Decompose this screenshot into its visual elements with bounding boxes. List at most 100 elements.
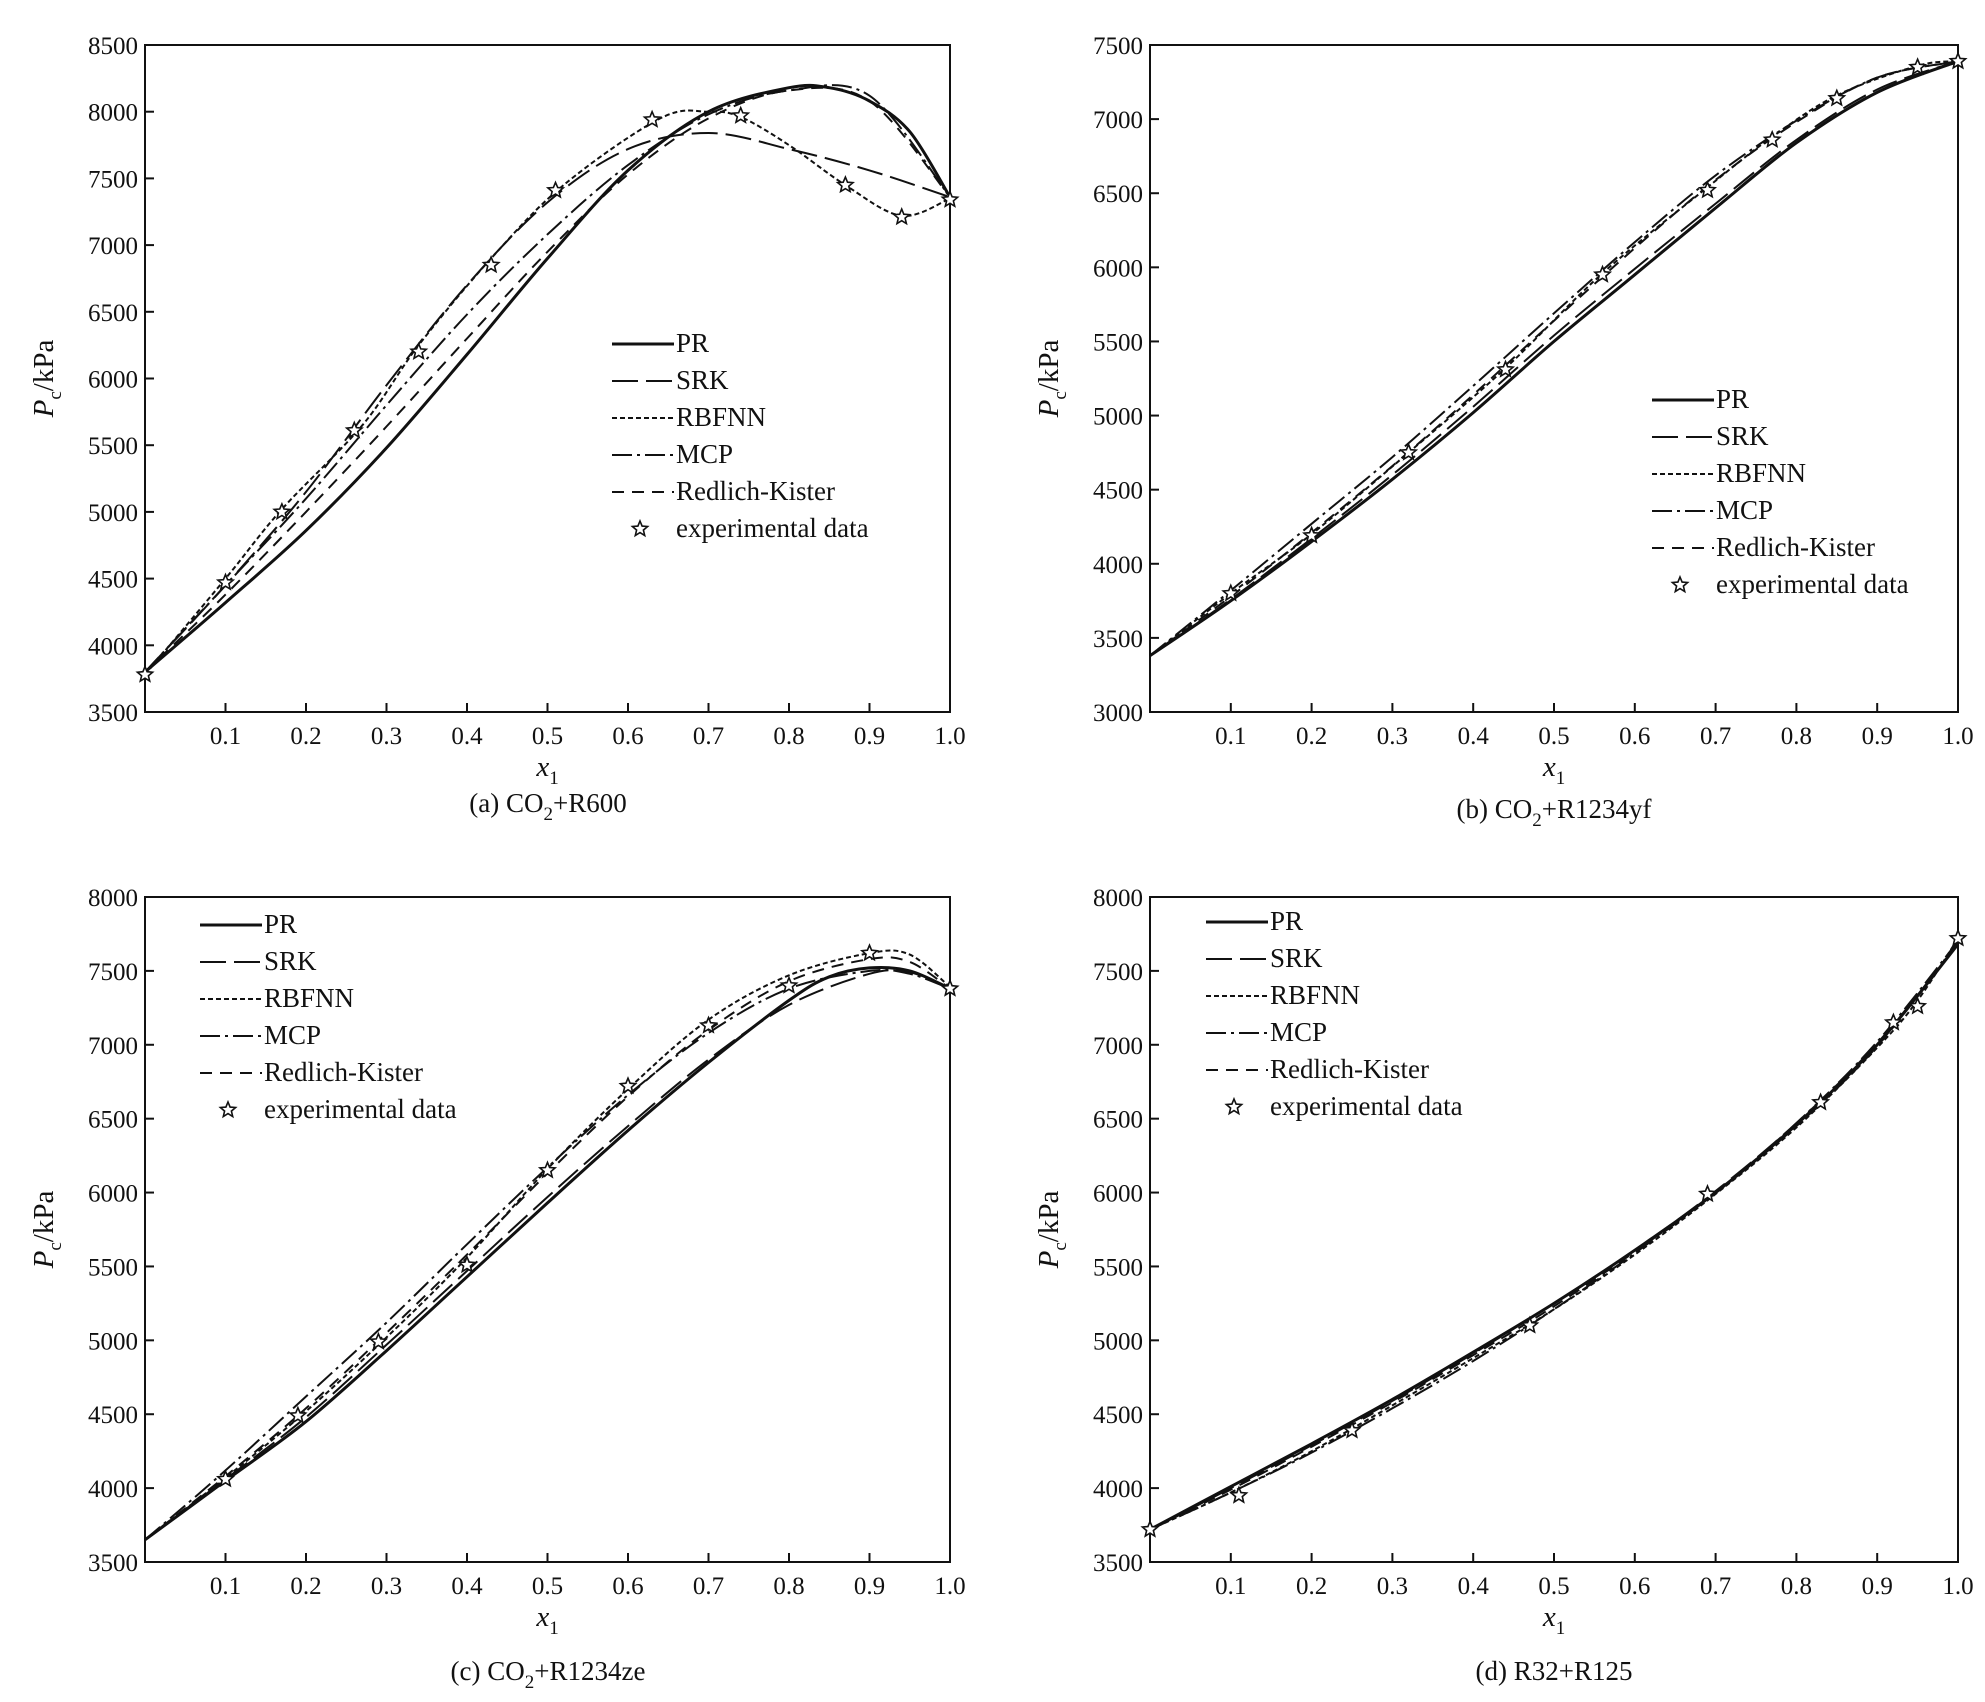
experimental-point <box>215 1469 236 1488</box>
x-tick-label: 0.8 <box>773 723 804 750</box>
experimental-point <box>1229 1485 1249 1504</box>
series-line-mcp <box>1149 60 1959 657</box>
x-axis-label-sub: 1 <box>1556 768 1566 789</box>
series-line-redlich-kister <box>1149 942 1959 1531</box>
y-tick-label: 6500 <box>1093 1107 1143 1134</box>
legend-star-icon <box>630 518 650 538</box>
series-line-srk <box>1149 60 1959 657</box>
experimental-point <box>1908 996 1928 1015</box>
y-tick-label: 7000 <box>1093 107 1143 134</box>
caption-text: (d) R32+R125 <box>1476 1656 1633 1686</box>
series-line-pr <box>144 965 951 1542</box>
y-tick-label: 5500 <box>88 1254 138 1281</box>
x-tick-label: 1.0 <box>1942 723 1973 750</box>
legend-star-icon <box>218 1099 238 1119</box>
experimental-point <box>1140 1519 1160 1538</box>
series-line-pr <box>1149 943 1960 1531</box>
series-line-redlich-kister <box>144 86 951 673</box>
y-tick-label: 5000 <box>88 500 138 527</box>
y-tick-label: 5000 <box>1093 1328 1143 1355</box>
legend-label: MCP <box>264 1020 321 1050</box>
x-axis-label-sub: 1 <box>549 1618 559 1639</box>
legend-label: RBFNN <box>264 983 354 1013</box>
y-axis-label-main: P <box>1033 400 1065 419</box>
experimental-point <box>457 1254 477 1274</box>
legend-label: Redlich-Kister <box>264 1057 423 1087</box>
y-tick-label: 5500 <box>1093 329 1143 356</box>
legend-label: experimental data <box>1270 1091 1463 1121</box>
legend-label: experimental data <box>264 1094 457 1124</box>
y-axis-label: Pc/kPa <box>28 340 66 419</box>
y-tick-label: 7000 <box>88 233 138 260</box>
x-axis-label-main: x <box>1542 1601 1556 1633</box>
y-tick-label: 4500 <box>88 1402 138 1429</box>
x-tick-label: 0.1 <box>1215 1573 1246 1600</box>
y-axis-label-unit: /kPa <box>28 1191 60 1243</box>
x-axis-label: x1 <box>1542 1601 1565 1639</box>
experimental-point <box>1827 88 1847 107</box>
y-axis-label-unit: /kPa <box>1033 1191 1065 1243</box>
x-tick-label: 0.7 <box>693 1573 724 1600</box>
experimental-point <box>1811 1092 1831 1111</box>
x-tick-label: 0.9 <box>854 723 885 750</box>
experimental-point <box>1697 180 1718 199</box>
y-tick-label: 8000 <box>88 885 138 912</box>
x-tick-label: 0.8 <box>773 1573 804 1600</box>
y-axis-label-unit: /kPa <box>1033 340 1065 392</box>
y-axis-label-unit: /kPa <box>28 340 60 392</box>
legend-label: PR <box>1270 906 1303 936</box>
y-tick-label: 4500 <box>88 567 138 594</box>
y-tick-label: 6000 <box>1093 1181 1143 1208</box>
chart-b: 3000 3500 4000 4500 5000 5500 6000 6500 7000 7500… <box>1033 33 1974 831</box>
experimental-point <box>892 206 912 226</box>
y-tick-label: 6000 <box>88 367 138 394</box>
y-axis-label: Pc/kPa <box>28 1191 66 1270</box>
experimental-point <box>1520 1315 1540 1334</box>
y-tick-label: 5500 <box>88 433 138 460</box>
x-tick-label: 0.9 <box>1862 723 1893 750</box>
caption-suffix: +R1234yf <box>1542 794 1652 824</box>
y-tick-label: 6000 <box>88 1181 138 1208</box>
experimental-point <box>215 572 236 591</box>
x-tick-label: 0.7 <box>1700 1573 1731 1600</box>
experimental-point <box>698 1015 719 1034</box>
x-tick-label: 0.6 <box>1619 1573 1650 1600</box>
legend-label: experimental data <box>676 513 869 543</box>
y-tick-label: 7500 <box>1093 33 1143 60</box>
x-tick-label: 0.6 <box>612 723 643 750</box>
x-tick-label: 0.9 <box>1862 1573 1893 1600</box>
y-tick-label: 4000 <box>88 1476 138 1503</box>
y-axis-label-sub: c <box>1050 1242 1071 1250</box>
y-tick-label: 8000 <box>88 100 138 127</box>
legend-star-icon <box>1224 1096 1244 1116</box>
x-tick-label: 0.6 <box>1619 723 1650 750</box>
caption-text: (a) CO <box>469 788 543 818</box>
experimental-point <box>618 1076 638 1095</box>
x-tick-label: 0.1 <box>210 1573 241 1600</box>
x-axis-label-main: x <box>1542 751 1556 783</box>
caption-subscript: 2 <box>543 804 553 825</box>
legend-label: MCP <box>1716 495 1773 525</box>
y-tick-label: 6500 <box>88 300 138 327</box>
y-tick-label: 7500 <box>1093 959 1143 986</box>
experimental-point <box>1948 928 1968 947</box>
y-tick-label: 5000 <box>88 1328 138 1355</box>
experimental-point <box>1908 57 1928 76</box>
x-axis-label-main: x <box>535 1601 549 1633</box>
caption-text: (c) CO <box>451 1656 525 1686</box>
chart-caption: (b) CO2+R1234yf <box>1457 794 1652 831</box>
y-tick-label: 8500 <box>88 33 138 60</box>
experimental-point <box>1495 359 1516 378</box>
legend-label: MCP <box>1270 1017 1327 1047</box>
y-tick-label: 3000 <box>1093 700 1143 727</box>
y-tick-label: 3500 <box>88 700 138 727</box>
x-tick-label: 0.4 <box>1458 723 1490 750</box>
y-tick-label: 4500 <box>1093 478 1143 505</box>
experimental-point <box>288 1405 308 1424</box>
x-tick-label: 0.8 <box>1781 1573 1812 1600</box>
experimental-point <box>1221 583 1241 602</box>
x-tick-label: 0.3 <box>1377 1573 1408 1600</box>
legend-label: RBFNN <box>1270 980 1360 1010</box>
x-tick-label: 0.4 <box>1458 1573 1490 1600</box>
